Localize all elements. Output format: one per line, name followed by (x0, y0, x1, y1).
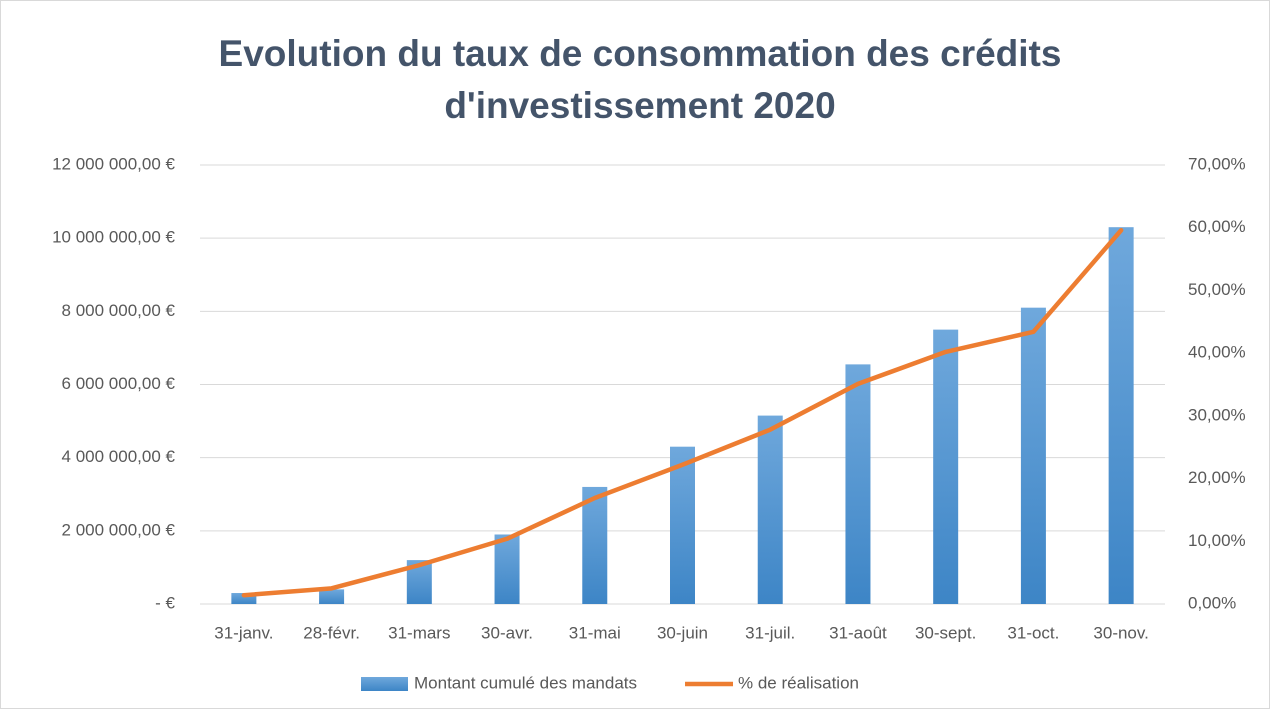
chart-title: Evolution du taux de consommation des cr… (219, 33, 1062, 74)
bar (757, 415, 783, 604)
bar (582, 486, 608, 604)
x-tick-label: 30-sept. (915, 623, 976, 642)
chart-title: d'investissement 2020 (444, 85, 835, 126)
x-tick-label: 31-oct. (1007, 623, 1059, 642)
line (241, 227, 1124, 598)
bar (845, 364, 871, 604)
x-tick-label: 31-juil. (745, 623, 795, 642)
y2-tick-label: 20,00% (1188, 468, 1246, 487)
y-tick-label: 4 000 000,00 € (62, 447, 176, 466)
y-tick-label: - € (155, 593, 175, 612)
y2-tick-label: 40,00% (1188, 343, 1246, 362)
x-tick-label: 31-août (829, 623, 887, 642)
x-tick-label: 31-janv. (214, 623, 273, 642)
x-tick-label: 31-mars (388, 623, 450, 642)
bar (231, 593, 257, 604)
bar (1020, 307, 1046, 604)
y2-tick-label: 30,00% (1188, 405, 1246, 424)
legend-label: % de réalisation (738, 673, 859, 692)
y-tick-label: 10 000 000,00 € (52, 228, 175, 247)
x-tick-label: 30-nov. (1093, 623, 1148, 642)
x-tick-label: 28-févr. (303, 623, 360, 642)
y-tick-label: 6 000 000,00 € (62, 374, 176, 393)
y-tick-label: 12 000 000,00 € (52, 154, 175, 173)
x-tick-label: 31-mai (569, 623, 621, 642)
bar (1108, 227, 1134, 605)
bar (319, 589, 345, 604)
y2-tick-label: 70,00% (1188, 154, 1246, 173)
y2-tick-label: 10,00% (1188, 531, 1246, 550)
legend-label: Montant cumulé des mandats (414, 673, 637, 692)
bar (933, 329, 959, 604)
legend-swatch (361, 677, 408, 691)
x-tick-label: 30-juin (657, 623, 708, 642)
bar (670, 446, 695, 604)
x-tick-label: 30-avr. (481, 623, 533, 642)
y-tick-label: 8 000 000,00 € (62, 301, 176, 320)
y-tick-label: 2 000 000,00 € (62, 520, 176, 539)
y2-tick-label: 60,00% (1188, 217, 1246, 236)
bar (494, 534, 520, 604)
y2-tick-label: 50,00% (1188, 280, 1246, 299)
y2-tick-label: 0,00% (1188, 593, 1236, 612)
